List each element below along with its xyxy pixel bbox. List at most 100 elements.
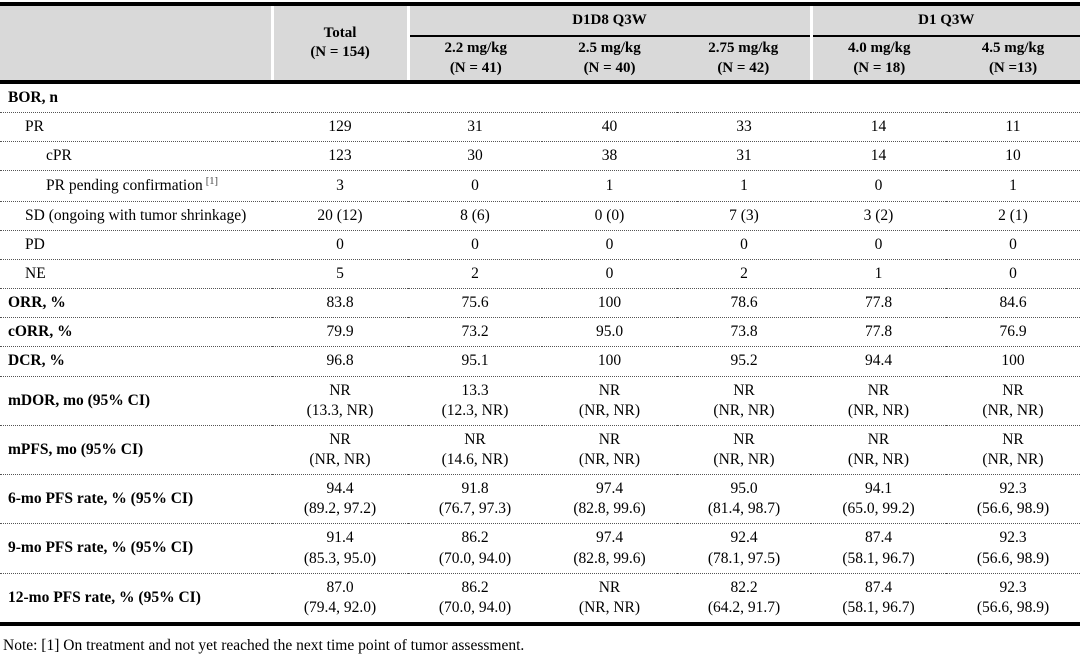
value-cell: 38 xyxy=(542,141,677,172)
value-cell: 0 xyxy=(946,259,1080,290)
value-cell: NR (13.3, NR) xyxy=(272,376,408,426)
value-cell: 97.4 (82.8, 99.6) xyxy=(542,523,677,574)
value-cell: NR (NR, NR) xyxy=(811,376,946,426)
table-row: 9-mo PFS rate, % (95% CI) 91.4 (85.3, 95.… xyxy=(0,523,1080,574)
value-cell: NR (14.6, NR) xyxy=(408,425,542,476)
table-row: PR pending confirmation [1] 3 0 1 1 0 1 xyxy=(0,170,1080,202)
value-cell: NR (NR, NR) xyxy=(542,573,677,626)
total-column-header: Total (N = 154) xyxy=(270,4,408,84)
dose-label: 4.0 mg/kg xyxy=(847,40,911,57)
value-cell xyxy=(542,82,677,114)
value-cell: 86.2 (70.0, 94.0) xyxy=(408,573,542,626)
value-cell: 73.8 xyxy=(677,317,811,348)
value-cell: NR (NR, NR) xyxy=(677,376,811,426)
value-cell: 1 xyxy=(542,170,677,202)
value-cell xyxy=(408,82,542,114)
dose-header-4-5-mgkg: 4.5 mg/kg (N =13) xyxy=(946,36,1080,84)
value-cell: 96.8 xyxy=(272,346,408,377)
row-label: DCR, % xyxy=(0,346,272,377)
dose-header-2-2-mgkg: 2.2 mg/kg (N = 41) xyxy=(406,36,542,84)
row-label: cORR, % xyxy=(0,317,272,348)
row-label: 9-mo PFS rate, % (95% CI) xyxy=(0,523,272,574)
dose-header-4-0-mgkg: 4.0 mg/kg (N = 18) xyxy=(809,36,946,84)
value-cell xyxy=(272,82,408,114)
table-row: cPR 123 30 38 31 14 10 xyxy=(0,141,1080,172)
value-cell xyxy=(811,82,946,114)
value-cell: 129 xyxy=(272,112,408,143)
value-cell: 95.0 (81.4, 98.7) xyxy=(677,474,811,525)
row-label: cPR xyxy=(0,141,272,172)
dose-n: (N =13) xyxy=(988,59,1038,76)
row-label: PD xyxy=(0,230,272,261)
value-cell: 2 (1) xyxy=(946,201,1080,231)
value-cell xyxy=(677,82,811,114)
table-row: 6-mo PFS rate, % (95% CI) 94.4 (89.2, 97.… xyxy=(0,474,1080,525)
row-label: SD (ongoing with tumor shrinkage) xyxy=(0,201,272,231)
footnote: Note: [1] On treatment and not yet reach… xyxy=(3,636,525,654)
dose-label: 2.75 mg/kg xyxy=(708,40,779,57)
value-cell: 13.3 (12.3, NR) xyxy=(408,376,542,426)
value-cell: 0 xyxy=(408,170,542,202)
value-cell: 0 xyxy=(542,259,677,290)
value-cell: 73.2 xyxy=(408,317,542,348)
table-body: BOR, n PR 129 31 40 33 14 11 cPR 123 30 38 31 14 10 PR … xyxy=(0,82,1080,626)
value-cell xyxy=(946,82,1080,114)
row-label: mDOR, mo (95% CI) xyxy=(0,376,272,426)
value-cell: 78.6 xyxy=(677,288,811,319)
table-header: Total (N = 154) D1D8 Q3W D1 Q3W 2.2 mg/k… xyxy=(0,4,1080,84)
table-row: mPFS, mo (95% CI) NR (NR, NR) NR (14.6, NR… xyxy=(0,425,1080,476)
dose-label: 4.5 mg/kg xyxy=(981,40,1045,57)
value-cell: 94.4 (89.2, 97.2) xyxy=(272,474,408,525)
value-cell: 0 (0) xyxy=(542,201,677,231)
value-cell: 0 xyxy=(811,170,946,202)
value-cell: 77.8 xyxy=(811,317,946,348)
value-cell: 10 xyxy=(946,141,1080,172)
dose-header-2-5-mgkg: 2.5 mg/kg (N = 40) xyxy=(542,36,677,84)
value-cell: 86.2 (70.0, 94.0) xyxy=(408,523,542,574)
value-cell: 0 xyxy=(946,230,1080,261)
value-cell: 31 xyxy=(677,141,811,172)
value-cell: NR (NR, NR) xyxy=(946,376,1080,426)
value-cell: 87.0 (79.4, 92.0) xyxy=(272,573,408,626)
group-header-d1-q3w: D1 Q3W xyxy=(809,4,1080,37)
value-cell: 79.9 xyxy=(272,317,408,348)
value-cell: 0 xyxy=(272,230,408,261)
value-cell: 87.4 (58.1, 96.7) xyxy=(811,523,946,574)
dose-n: (N = 42) xyxy=(717,59,770,76)
table-row: 12-mo PFS rate, % (95% CI) 87.0 (79.4, 92… xyxy=(0,573,1080,626)
row-label: mPFS, mo (95% CI) xyxy=(0,425,272,476)
value-cell: 92.4 (78.1, 97.5) xyxy=(677,523,811,574)
table-row: PR 129 31 40 33 14 11 xyxy=(0,112,1080,143)
value-cell: 92.3 (56.6, 98.9) xyxy=(946,573,1080,626)
value-cell: 30 xyxy=(408,141,542,172)
value-cell: 76.9 xyxy=(946,317,1080,348)
value-cell: 91.4 (85.3, 95.0) xyxy=(272,523,408,574)
value-cell: 2 xyxy=(677,259,811,290)
value-cell: 31 xyxy=(408,112,542,143)
dose-label: 2.5 mg/kg xyxy=(578,40,641,57)
value-cell: 1 xyxy=(677,170,811,202)
value-cell: 95.1 xyxy=(408,346,542,377)
value-cell: 0 xyxy=(408,230,542,261)
group-header-d1d8-q3w: D1D8 Q3W xyxy=(406,4,811,37)
row-label: 12-mo PFS rate, % (95% CI) xyxy=(0,573,272,626)
value-cell: 11 xyxy=(946,112,1080,143)
value-cell: 1 xyxy=(811,259,946,290)
value-cell: 14 xyxy=(811,112,946,143)
total-label: Total xyxy=(323,24,357,41)
row-label: PR xyxy=(0,112,272,143)
value-cell: 3 (2) xyxy=(811,201,946,231)
corner-cell xyxy=(0,4,272,84)
efficacy-results-table: Total (N = 154) D1D8 Q3W D1 Q3W 2.2 mg/k… xyxy=(0,2,1080,626)
footnote-marker: [1] xyxy=(205,176,218,188)
value-cell: 75.6 xyxy=(408,288,542,319)
value-cell: 95.0 xyxy=(542,317,677,348)
value-cell: 3 xyxy=(272,170,408,202)
value-cell: 77.8 xyxy=(811,288,946,319)
value-cell: 83.8 xyxy=(272,288,408,319)
table-row: BOR, n xyxy=(0,82,1080,114)
value-cell: NR (NR, NR) xyxy=(946,425,1080,476)
value-cell: NR (NR, NR) xyxy=(542,376,677,426)
value-cell: NR (NR, NR) xyxy=(677,425,811,476)
